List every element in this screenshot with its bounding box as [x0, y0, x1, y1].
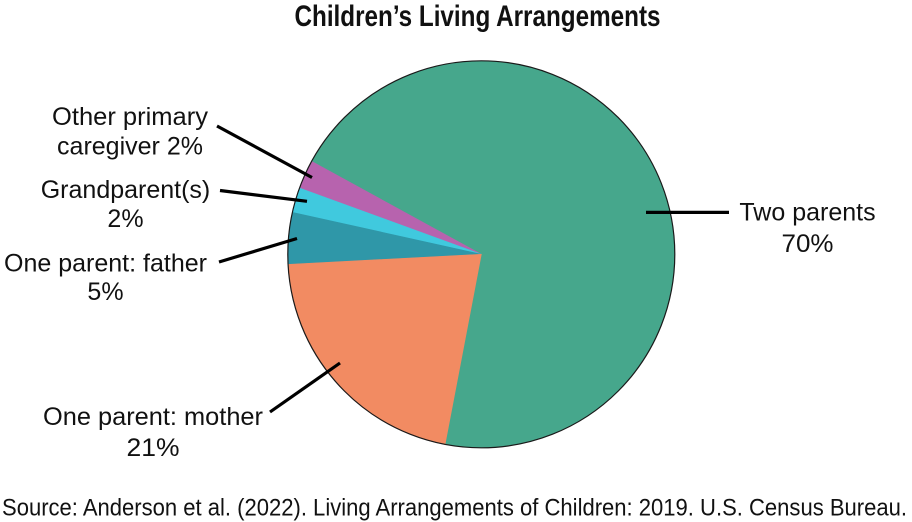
- svg-text:5%: 5%: [87, 278, 123, 306]
- svg-text:21%: 21%: [127, 434, 180, 462]
- svg-text:Other primary: Other primary: [52, 103, 209, 131]
- svg-text:Two parents: Two parents: [739, 199, 875, 227]
- svg-text:One parent: father: One parent: father: [4, 250, 207, 278]
- svg-text:Children’s Living Arrangements: Children’s Living Arrangements: [295, 0, 661, 33]
- svg-text:Source: Anderson et al. (2022): Source: Anderson et al. (2022). Living A…: [2, 495, 907, 522]
- svg-text:One parent: mother: One parent: mother: [43, 403, 263, 431]
- svg-text:70%: 70%: [782, 230, 834, 258]
- svg-text:caregiver 2%: caregiver 2%: [57, 132, 203, 160]
- svg-text:Grandparent(s): Grandparent(s): [41, 176, 211, 204]
- svg-text:2%: 2%: [107, 205, 143, 233]
